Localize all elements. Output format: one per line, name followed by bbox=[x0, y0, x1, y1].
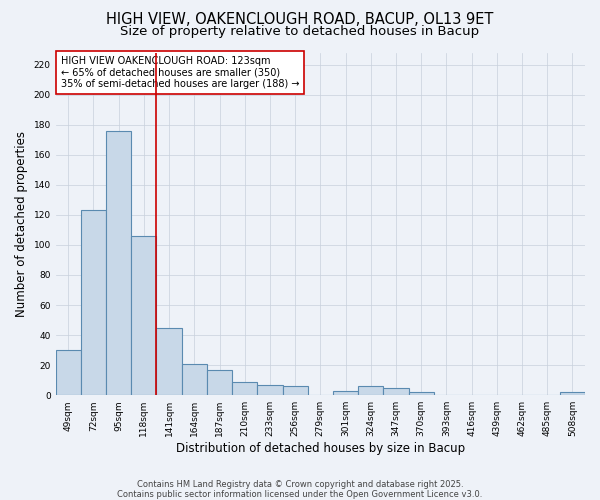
Text: HIGH VIEW OAKENCLOUGH ROAD: 123sqm
← 65% of detached houses are smaller (350)
35: HIGH VIEW OAKENCLOUGH ROAD: 123sqm ← 65%… bbox=[61, 56, 299, 89]
Bar bbox=[333, 390, 358, 395]
Bar bbox=[283, 386, 308, 395]
Bar bbox=[257, 384, 283, 395]
Y-axis label: Number of detached properties: Number of detached properties bbox=[15, 131, 28, 317]
Bar bbox=[182, 364, 207, 395]
Bar bbox=[81, 210, 106, 395]
X-axis label: Distribution of detached houses by size in Bacup: Distribution of detached houses by size … bbox=[176, 442, 465, 455]
Bar bbox=[157, 328, 182, 395]
Bar bbox=[358, 386, 383, 395]
Bar bbox=[409, 392, 434, 395]
Bar bbox=[560, 392, 585, 395]
Bar bbox=[131, 236, 157, 395]
Text: HIGH VIEW, OAKENCLOUGH ROAD, BACUP, OL13 9ET: HIGH VIEW, OAKENCLOUGH ROAD, BACUP, OL13… bbox=[106, 12, 494, 28]
Text: Size of property relative to detached houses in Bacup: Size of property relative to detached ho… bbox=[121, 25, 479, 38]
Text: Contains HM Land Registry data © Crown copyright and database right 2025.
Contai: Contains HM Land Registry data © Crown c… bbox=[118, 480, 482, 499]
Bar bbox=[383, 388, 409, 395]
Bar bbox=[56, 350, 81, 395]
Bar bbox=[106, 130, 131, 395]
Bar bbox=[232, 382, 257, 395]
Bar bbox=[207, 370, 232, 395]
